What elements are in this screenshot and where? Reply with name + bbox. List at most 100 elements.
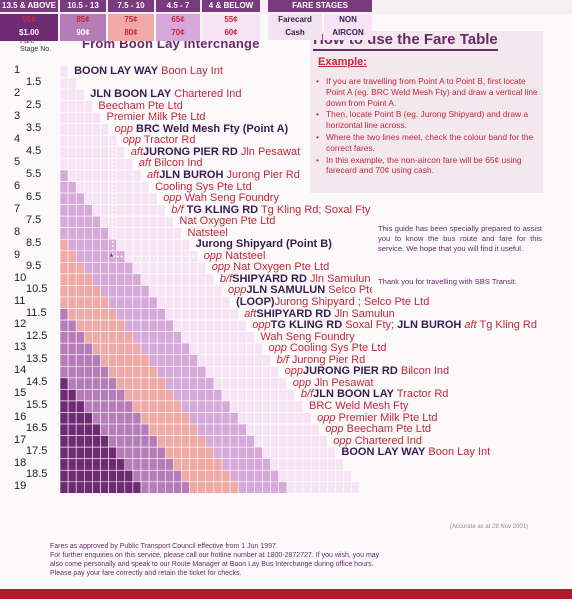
fare-grid-cell — [221, 354, 231, 367]
stop-label: opp Jln Pesawat — [293, 377, 374, 389]
fare-grid-cell — [181, 262, 190, 275]
fare-grid-cell — [67, 308, 77, 321]
fare-stage-number: 11.5 — [26, 306, 47, 319]
fare-grid-cell — [116, 181, 126, 194]
stop-label-part: (LOOP) — [236, 296, 275, 308]
fare-grid-cell — [246, 365, 255, 379]
fare-band-farecard: 55¢ — [202, 14, 260, 28]
stop-label-part: TG KLING RD — [183, 203, 259, 216]
fare-grid-cell — [189, 342, 199, 356]
fare-grid-cell — [100, 204, 109, 217]
fare-grid-cell — [246, 458, 255, 471]
fare-grid-cell — [67, 435, 77, 448]
fare-grid-cell — [229, 435, 239, 448]
fare-grid-cell — [132, 238, 142, 252]
stop-label-part: Nat Oxygen Pte Ltd — [179, 215, 276, 228]
fare-grid-cell — [173, 354, 182, 367]
stop-label-part: Boon Lay Int — [158, 65, 223, 77]
fare-grid-cell — [59, 111, 69, 125]
fare-grid-cell — [140, 181, 150, 194]
fare-grid-cell — [116, 169, 126, 182]
fare-grid-cell — [84, 111, 93, 125]
fare-grid-cell — [84, 446, 93, 459]
fare-grid-cell — [108, 273, 117, 286]
fare-grid-cell — [132, 331, 142, 344]
fare-grid-cell — [67, 215, 77, 228]
fare-grid-cell — [116, 342, 126, 356]
fare-grid-cell — [116, 158, 126, 171]
fare-grid-cell — [75, 192, 85, 205]
stop-label-part: Boon Lay Int — [425, 446, 491, 459]
fare-band-farecard: 85¢ — [60, 14, 106, 28]
fare-grid-cell — [294, 481, 304, 494]
fare-grid-cell — [165, 215, 174, 228]
fare-grid-cell — [148, 192, 158, 205]
fare-grid-cell — [254, 458, 263, 471]
fare-grid-cell — [59, 215, 69, 228]
fare-grid-cell — [148, 377, 158, 390]
fare-grid-cell — [148, 273, 158, 286]
stop-label: opp Natsteel — [204, 250, 266, 262]
fare-grid-cell — [67, 262, 77, 275]
fare-grid-cell — [59, 481, 69, 494]
fare-grid-cell — [213, 423, 223, 436]
fare-grid-cell — [140, 342, 150, 356]
fare-grid-cell — [326, 458, 336, 471]
fare-grid-cell — [59, 227, 69, 240]
fare-stage-number: 11 — [14, 295, 26, 307]
fare-grid-cell — [221, 342, 231, 356]
fare-grid-cell — [116, 435, 126, 448]
fare-grid-cell — [100, 135, 109, 148]
fare-grid-cell — [75, 169, 85, 182]
fare-stage-number: 4.5 — [26, 144, 42, 157]
fare-grid-cell — [189, 262, 199, 275]
fare-grid-cell — [237, 469, 247, 483]
guide-text: This guide has been specially prepared t… — [378, 224, 542, 253]
fare-grid-cell — [278, 435, 288, 448]
fare-grid-cell — [165, 412, 174, 425]
stop-label: b/fJLN BOON LAY Tractor Rd — [301, 388, 449, 400]
fare-grid-cell — [67, 377, 77, 390]
fare-grid-cell — [173, 319, 182, 332]
fare-grid-cell — [67, 192, 77, 205]
fare-grid-cell — [205, 342, 215, 356]
fare-grid-cell — [197, 481, 207, 494]
fare-band-cash: $1.00 — [0, 27, 58, 41]
fare-grid-cell — [148, 227, 158, 240]
fare-grid-cell — [286, 412, 296, 425]
fare-grid-cell — [140, 400, 150, 413]
fare-grid-cell — [67, 423, 77, 436]
fare-grid-cell — [221, 331, 231, 344]
fare-grid-cell — [75, 146, 85, 159]
fare-stage-number: 10 — [14, 271, 27, 284]
stop-label-part: b/f — [171, 203, 184, 216]
fare-grid-cell — [75, 342, 85, 356]
fare-grid-cell — [75, 400, 85, 413]
fare-grid-cell — [318, 435, 328, 448]
stop-label-part: Jln Pesawat — [311, 376, 374, 389]
fare-band-label: 10.5 - 13 — [60, 0, 106, 12]
fare-grid-cell — [124, 192, 134, 205]
fare-grid-cell — [310, 423, 320, 436]
fare-grid-cell — [132, 377, 142, 390]
fare-grid-cell — [197, 273, 207, 286]
fare-grid-cell — [262, 423, 271, 436]
fare-grid-cell — [229, 423, 239, 436]
fare-stage-number: 14 — [14, 364, 27, 377]
fare-grid-cell — [124, 273, 134, 286]
fare-grid-cell — [92, 469, 101, 483]
fare-grid-cell — [294, 446, 304, 459]
fare-grid-cell — [189, 273, 199, 286]
fare-grid-cell — [148, 285, 158, 298]
fare-grid-cell — [67, 123, 77, 136]
fare-grid-cell — [84, 400, 93, 413]
fare-grid-cell — [84, 377, 93, 390]
stop-label: Beecham Pte Ltd — [98, 100, 182, 112]
fare-grid-cell — [246, 389, 255, 402]
fare-grid-cell — [246, 400, 255, 413]
fare-grid-cell — [197, 342, 207, 356]
fare-grid-cell — [84, 158, 93, 171]
stop-label: opp Chartered Ind — [333, 435, 422, 447]
fare-grid-cell — [59, 262, 69, 275]
stop-label: opp Wah Seng Foundry — [163, 192, 279, 204]
